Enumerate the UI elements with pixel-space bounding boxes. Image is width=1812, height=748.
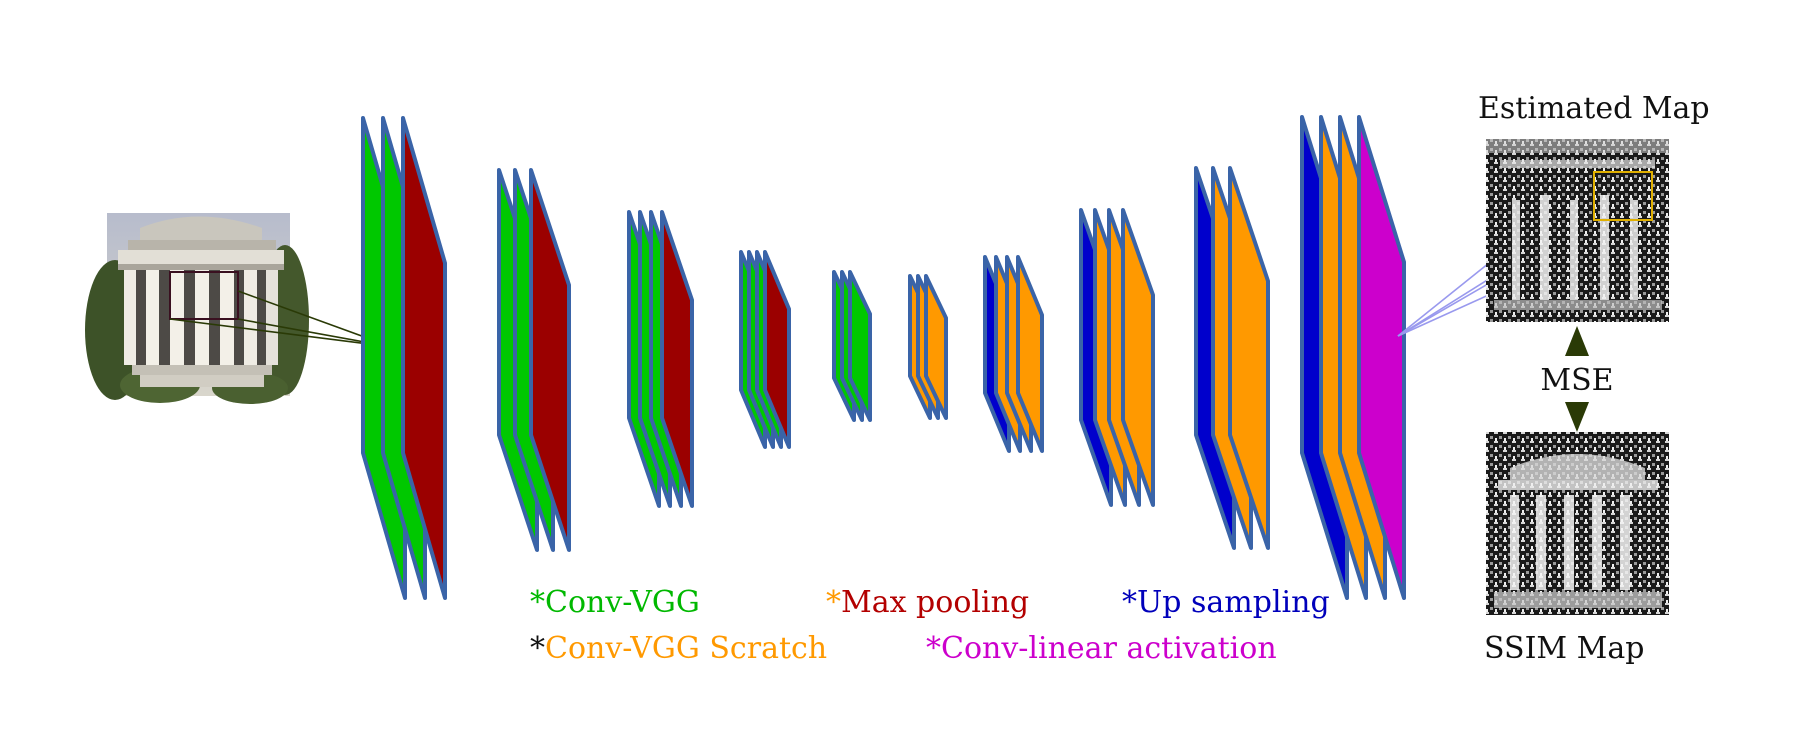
layer-max-pooling xyxy=(401,116,447,600)
legend-item-up-sampling: *Up sampling xyxy=(1122,585,1330,620)
legend-marker: * xyxy=(530,585,545,620)
legend-marker: * xyxy=(926,631,941,666)
layer-conv-vgg-scratch xyxy=(1016,255,1044,453)
block-4 xyxy=(739,250,791,449)
estimated-map-label: Estimated Map xyxy=(1478,91,1710,126)
block-2 xyxy=(497,168,571,552)
ssim-map-label: SSIM Map xyxy=(1484,631,1645,666)
ssim-map-image xyxy=(1486,432,1669,615)
layer-max-pooling xyxy=(529,168,571,552)
layer-max-pooling xyxy=(660,210,694,508)
block-8 xyxy=(1079,208,1155,507)
block-5 xyxy=(832,270,872,422)
layer-conv-vgg xyxy=(848,270,872,422)
layer-conv-vgg-scratch xyxy=(1228,166,1270,550)
legend-item-conv-vgg: *Conv-VGG xyxy=(530,585,700,620)
legend-marker: * xyxy=(826,585,841,620)
legend-text: Conv-linear activation xyxy=(941,631,1277,666)
legend-text: Conv-VGG Scratch xyxy=(545,631,827,666)
legend-text: Max pooling xyxy=(841,585,1029,620)
legend-item-conv-vgg-scratch: *Conv-VGG Scratch xyxy=(530,631,827,666)
input-highlight-box xyxy=(169,271,239,320)
legend-item-conv-linear-activation: *Conv-linear activation xyxy=(926,631,1277,666)
mse-arrows xyxy=(1565,326,1589,432)
estimated-map-image xyxy=(1486,139,1669,322)
legend-item-max-pooling: *Max pooling xyxy=(826,585,1029,620)
network-layers xyxy=(361,115,1406,600)
block-7 xyxy=(983,255,1044,453)
block-9 xyxy=(1194,166,1270,550)
legend-marker: * xyxy=(530,631,545,666)
block-10 xyxy=(1300,115,1406,600)
legend-text: Up sampling xyxy=(1137,585,1330,620)
estimated-map-highlight-box xyxy=(1593,171,1653,221)
layer-conv-vgg-scratch xyxy=(924,274,948,420)
layer-conv-linear xyxy=(1357,115,1406,600)
block-6 xyxy=(908,274,948,420)
input-image xyxy=(85,213,309,404)
legend-marker: * xyxy=(1122,585,1137,620)
legend-text: Conv-VGG xyxy=(545,585,700,620)
block-1 xyxy=(361,116,447,600)
layer-max-pooling xyxy=(763,250,791,449)
legend: *Conv-VGG *Max pooling *Up sampling *Con… xyxy=(530,585,1330,666)
block-3 xyxy=(627,210,694,508)
mse-label: MSE xyxy=(1540,363,1613,398)
layer-conv-vgg-scratch xyxy=(1121,208,1155,507)
